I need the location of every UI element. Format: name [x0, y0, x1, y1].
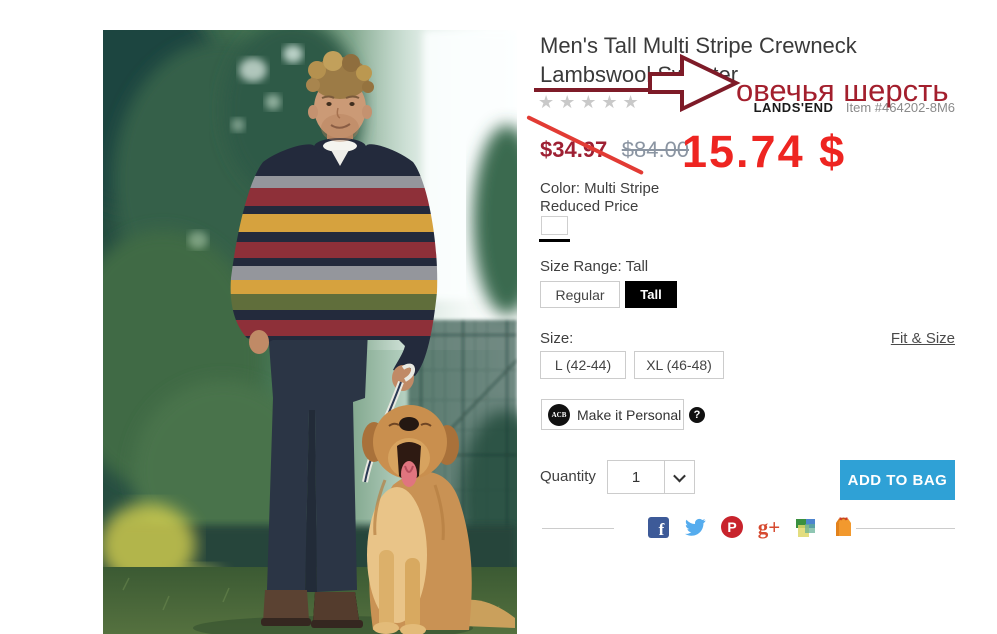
googleplus-icon[interactable]: g+	[757, 514, 781, 539]
size-range-tall-button[interactable]: Tall	[625, 281, 677, 308]
monogram-icon: ACB	[548, 403, 570, 426]
product-photo[interactable]	[43, 0, 550, 634]
swatch-selected-underline	[539, 239, 570, 242]
product-photo-illustration	[43, 0, 550, 634]
dog-figure	[362, 405, 515, 634]
annotation-converted-price: 15.74 $	[682, 126, 847, 177]
size-range-label: Size Range: Tall	[540, 258, 649, 275]
make-it-personal-button[interactable]: ACB Make it Personal	[541, 399, 684, 430]
quantity-label: Quantity	[540, 468, 596, 485]
item-number: Item #464202-8M6	[845, 100, 955, 115]
annotation-arrow-icon	[534, 53, 741, 113]
man-figure	[230, 51, 438, 628]
color-label: Color: Multi Stripe	[540, 180, 660, 197]
quantity-value: 1	[631, 468, 641, 486]
reduced-price-label: Reduced Price	[540, 198, 639, 215]
product-title-line1: Men's Tall Multi Stripe Crewneck	[540, 33, 857, 58]
brand-logo: LANDS'END	[753, 100, 834, 115]
help-icon[interactable]: ?	[689, 407, 705, 423]
chevron-down-icon	[664, 461, 694, 493]
twitter-icon[interactable]	[684, 516, 706, 538]
social-share-row: f P g+	[648, 514, 854, 539]
original-price: $84.00	[621, 137, 690, 162]
add-to-bag-button[interactable]: ADD TO BAG	[840, 460, 955, 500]
size-label: Size:	[540, 330, 574, 347]
rating-stars[interactable]: ★★★★★	[538, 92, 644, 112]
color-swatch-multi-stripe[interactable]	[541, 216, 568, 235]
mosaic-share-icon[interactable]	[795, 516, 817, 538]
shopping-bag-icon[interactable]	[832, 516, 854, 538]
divider-right	[856, 528, 955, 529]
facebook-icon[interactable]: f	[648, 516, 669, 538]
divider-left	[542, 528, 614, 529]
brand-row: LANDS'END Item #464202-8M6	[754, 99, 955, 117]
size-l-button[interactable]: L (42-44)	[540, 351, 626, 379]
pinterest-icon[interactable]: P	[721, 516, 743, 538]
annotation-wool-note: овечья шерсть	[736, 73, 949, 108]
fit-and-size-link[interactable]: Fit & Size	[890, 330, 955, 347]
quantity-select[interactable]: 1	[607, 460, 695, 494]
make-it-personal-label: Make it Personal	[577, 406, 682, 423]
size-range-regular-button[interactable]: Regular	[540, 281, 620, 308]
size-xl-button[interactable]: XL (46-48)	[634, 351, 724, 379]
